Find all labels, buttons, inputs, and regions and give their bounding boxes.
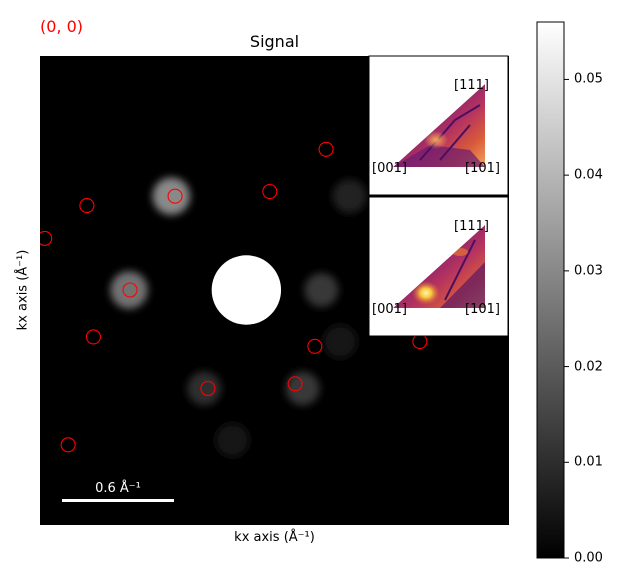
peak-marker (122, 282, 138, 298)
inverse-pole-figure-2 (368, 196, 509, 337)
diffraction-spot (332, 179, 367, 214)
scale-bar-label: 0.6 Å⁻¹ (95, 481, 141, 496)
ipf-1-label-001: [001] (372, 161, 407, 176)
peak-marker (200, 380, 216, 397)
peak-marker (287, 376, 303, 392)
ipf-2-label-101: [101] (465, 302, 500, 317)
ipf-1-hotspot (424, 131, 448, 149)
diffraction-spot (152, 177, 191, 215)
colorbar-tick-label: 0.03 (574, 263, 603, 279)
diffraction-spot (323, 324, 358, 359)
central-beam-spot (211, 255, 282, 325)
position-label: (0, 0) (40, 17, 84, 36)
diffraction-spot (215, 423, 250, 457)
colorbar-gradient (536, 21, 565, 559)
colorbar (536, 21, 569, 559)
peak-marker (40, 230, 53, 246)
ipf-2-label-111: [111] (454, 219, 489, 234)
diffraction-spot (110, 271, 148, 309)
peak-marker (79, 198, 95, 214)
peak-markers (40, 141, 428, 453)
inverse-pole-figure-1 (368, 55, 509, 196)
peak-marker (307, 338, 323, 354)
peak-marker (167, 188, 183, 204)
peak-marker (85, 329, 102, 345)
diffraction-spot (304, 273, 339, 307)
ipf-2-label-001: [001] (372, 302, 407, 317)
y-axis-label: kx axis (Å⁻¹) (15, 249, 31, 331)
scale-bar (62, 499, 174, 502)
ipf-1-label-111: [111] (454, 78, 489, 93)
colorbar-tick-label: 0.01 (574, 454, 603, 470)
ipf-2-hotspot (412, 281, 440, 305)
colorbar-tick-label: 0.05 (574, 71, 603, 87)
ipf-1-label-101: [101] (465, 161, 500, 176)
peak-marker (262, 183, 278, 200)
diffraction-spot (187, 371, 222, 406)
colorbar-tick-label: 0.04 (574, 167, 603, 183)
diffraction-spots (110, 177, 367, 457)
plot-title: Signal (249, 32, 300, 51)
colorbar-ticks (564, 78, 569, 559)
diffraction-spot (285, 371, 320, 406)
peak-marker (318, 141, 334, 157)
colorbar-tick-label: 0.00 (574, 550, 603, 566)
x-axis-label: kx axis (Å⁻¹) (234, 530, 315, 545)
colorbar-tick-label: 0.02 (574, 359, 603, 375)
peak-marker (60, 437, 76, 453)
